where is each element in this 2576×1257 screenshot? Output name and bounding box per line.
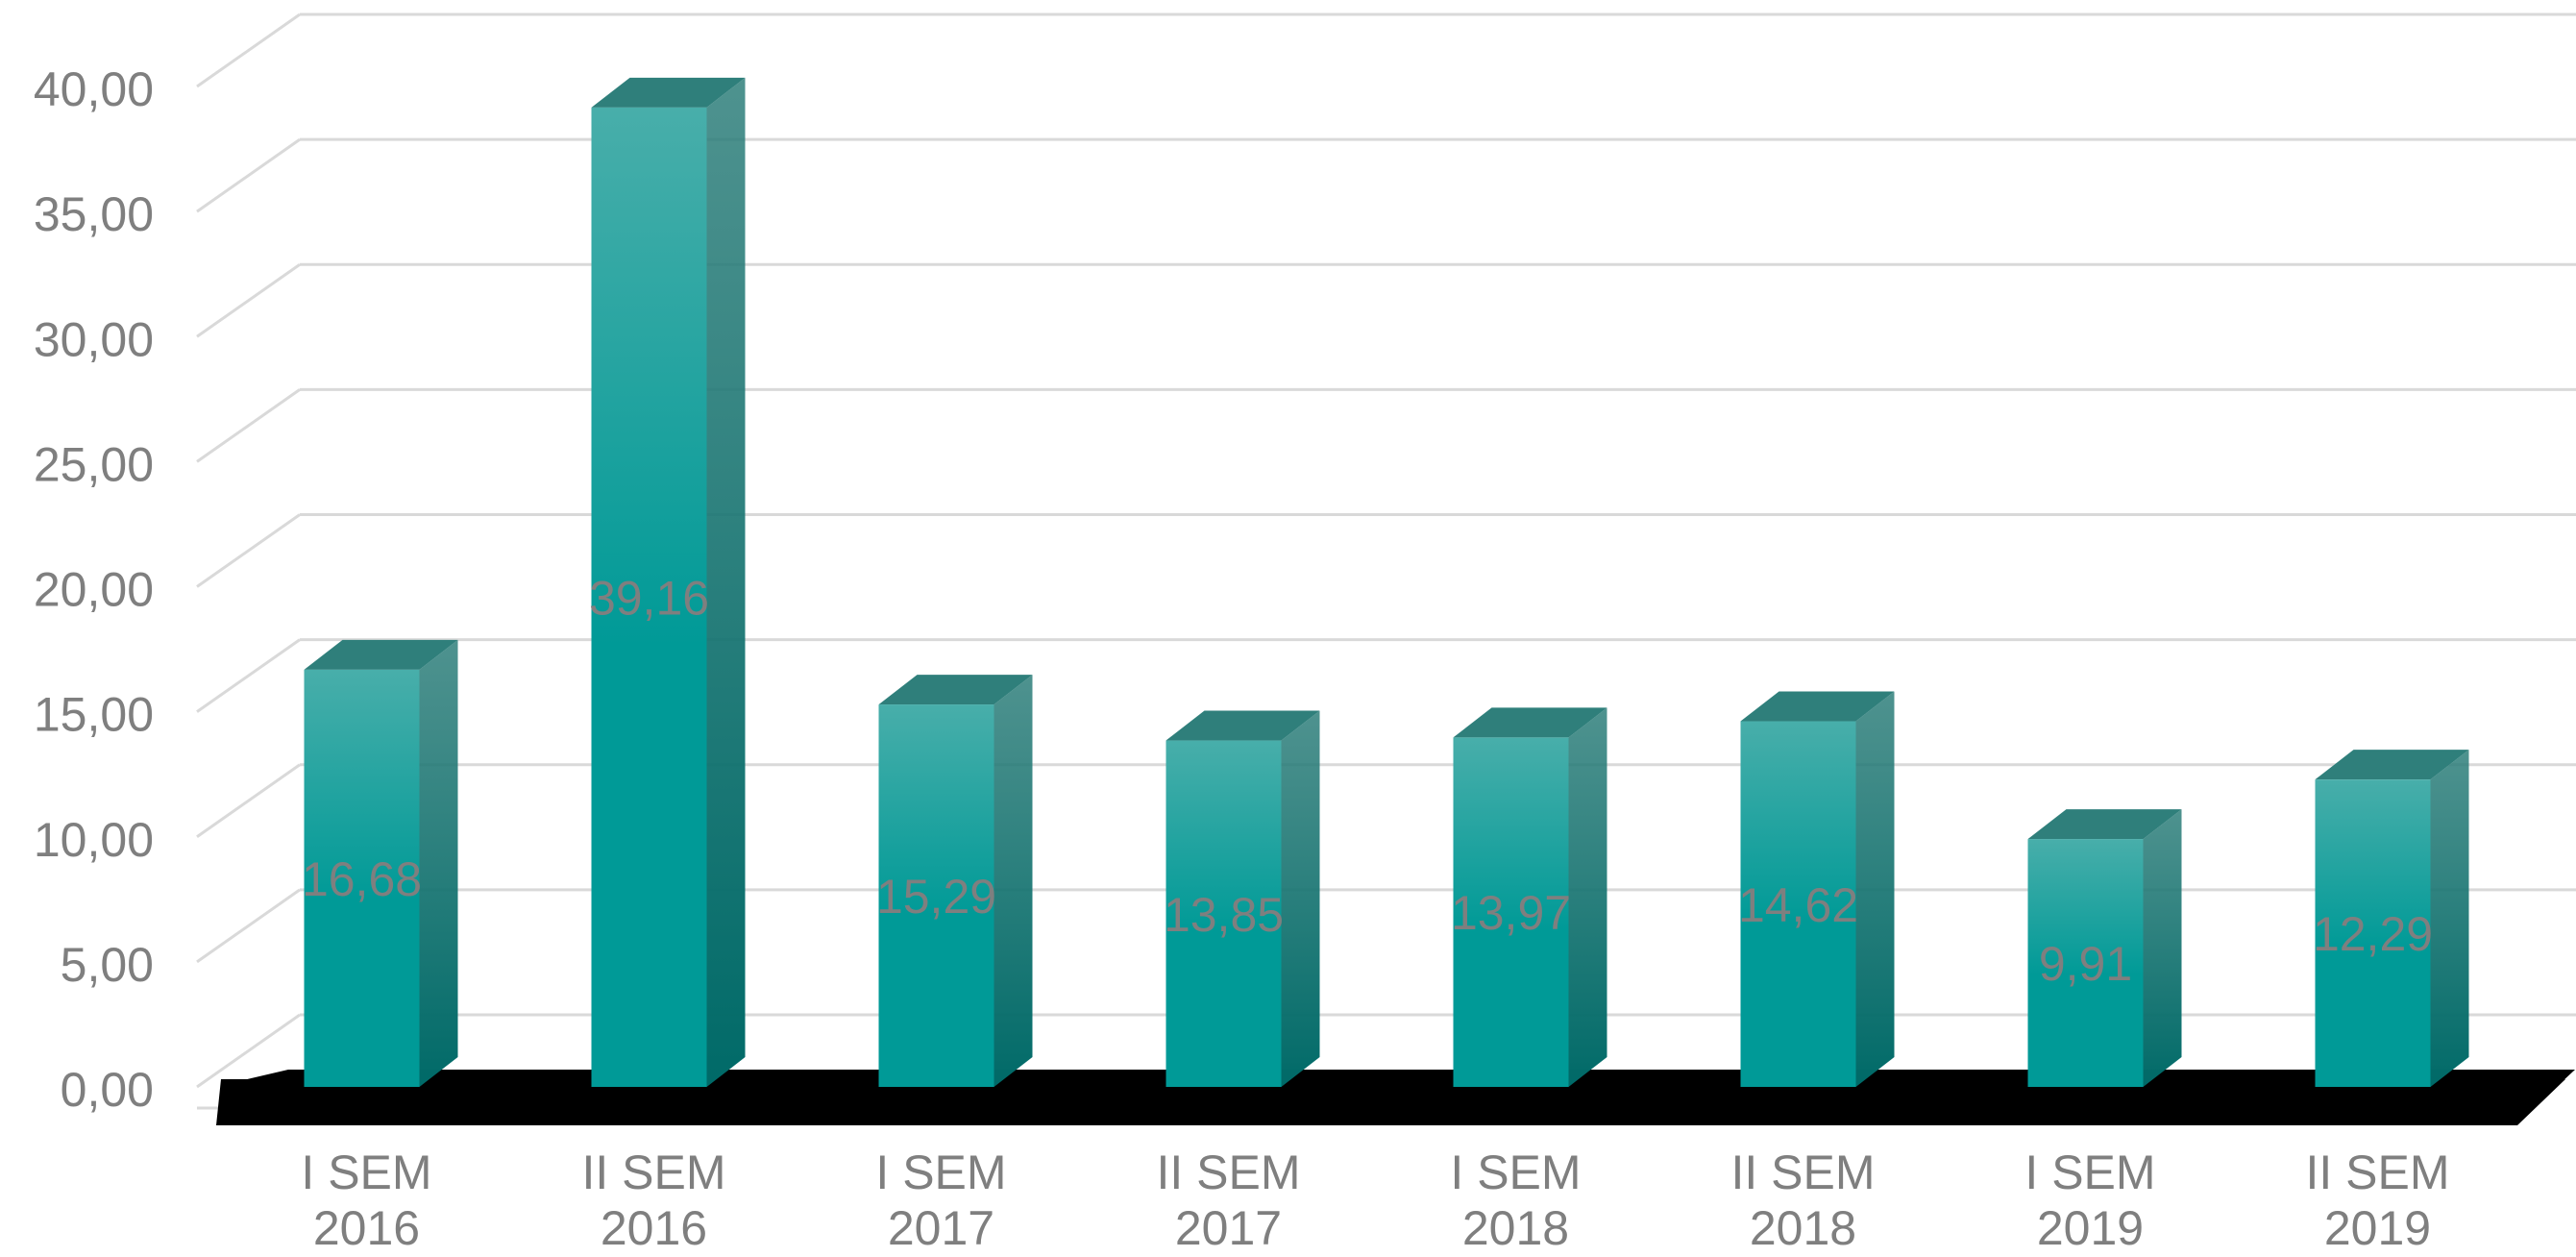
x-tick-label: I SEM [301,1146,431,1199]
bar-side [1281,710,1320,1087]
y-tick-label: 35,00 [34,187,154,241]
bar-top [878,675,1033,705]
y-tick-label: 15,00 [34,688,154,742]
bar-side [994,675,1033,1087]
bar [1453,737,1569,1087]
x-tick-label: 2019 [2324,1201,2431,1252]
bar-side [419,639,458,1087]
gridline-depth [196,513,301,588]
bar-top [591,77,746,108]
gridline-depth [196,763,301,838]
bar [304,669,420,1087]
gridline-depth [196,12,301,88]
x-tick-label: 2017 [1175,1201,1282,1252]
bar-side [2143,809,2182,1087]
gridline-depth [196,388,301,463]
gridline-depth [196,263,301,338]
bars [304,77,2469,1088]
y-tick-label: 30,00 [34,312,154,366]
floor-shadow-band [216,1079,2565,1125]
y-tick-label: 20,00 [34,563,154,617]
y-tick-label: 40,00 [34,62,154,116]
data-label: 15,29 [876,870,996,924]
bar-side [2430,750,2469,1087]
bar [2315,779,2431,1087]
x-tick-label: I SEM [875,1146,1006,1199]
gridline-depth [196,137,301,213]
x-tick-label: II SEM [1156,1146,1300,1199]
data-label: 9,91 [2039,937,2132,991]
bar-top [1165,710,1320,741]
data-label: 16,68 [302,852,422,906]
x-tick-label: II SEM [1730,1146,1875,1199]
data-labels: 16,68 39,16 15,29 13,85 13,97 14,62 9,91 12,29 [302,571,2433,991]
data-label: 12,29 [2313,907,2433,961]
floor-shadow-edge [231,1070,2575,1083]
x-tick-label: 2017 [888,1201,994,1252]
bar-top [1740,691,1895,722]
x-tick-label: 2018 [1462,1201,1569,1252]
data-label: 13,85 [1164,888,1284,942]
y-axis: 0,00 5,00 10,00 15,00 20,00 25,00 30,00 35,00 40… [34,62,154,1117]
gridline-depth [196,638,301,713]
y-tick-label: 10,00 [34,813,154,867]
x-tick-label: I SEM [2024,1146,2155,1199]
y-tick-label: 5,00 [61,938,154,992]
x-tick-label: I SEM [1450,1146,1581,1199]
gridline-depth [196,1013,301,1089]
bar-top [304,639,458,670]
bar-top [1453,707,1607,738]
data-label: 14,62 [1738,878,1858,932]
bar [878,704,994,1087]
x-tick-label: II SEM [581,1146,725,1199]
floor-shadow [216,1070,2575,1125]
bar [2027,839,2144,1087]
bar-side [706,77,746,1088]
x-tick-label: 2019 [2037,1201,2144,1252]
bar [591,107,707,1087]
x-tick-label: II SEM [2305,1146,2449,1199]
bar-top [2027,809,2182,840]
bar-side [1568,707,1607,1087]
x-tick-label: 2018 [1750,1201,1856,1252]
bar-top [2315,750,2469,780]
y-tick-label: 0,00 [61,1063,154,1117]
data-label: 39,16 [589,571,709,625]
gridlines [196,12,2576,1110]
x-tick-label: 2016 [601,1201,707,1252]
y-tick-label: 25,00 [34,437,154,491]
gridline-depth [196,888,301,964]
bar [1165,740,1282,1087]
bar [1740,721,1856,1087]
x-tick-label: 2016 [313,1201,420,1252]
bar-side [1855,691,1895,1087]
data-label: 13,97 [1451,886,1571,940]
